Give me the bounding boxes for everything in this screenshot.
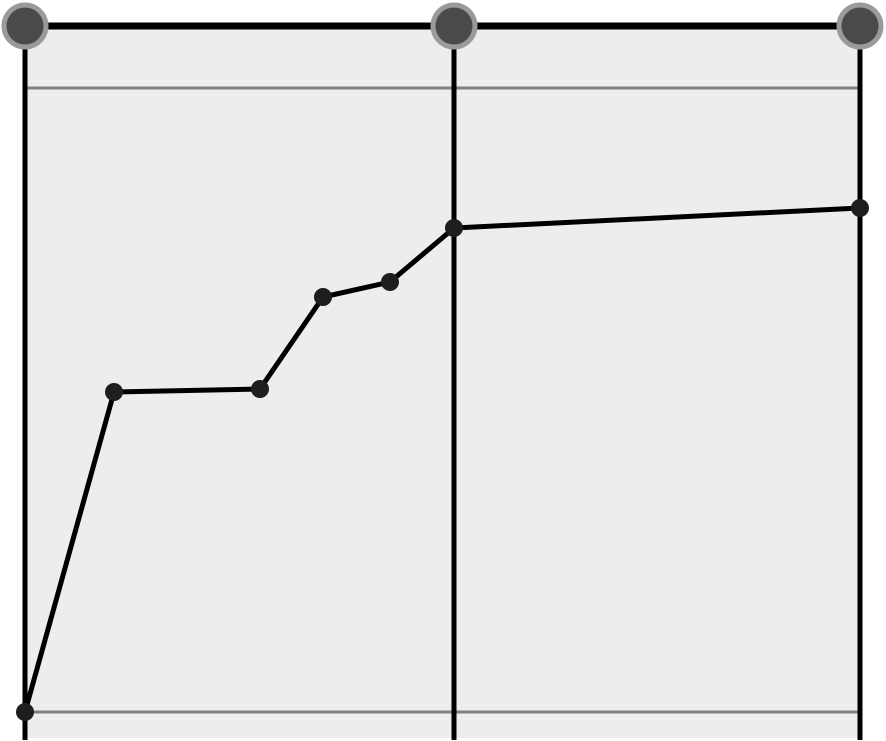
segment-panel-right: [454, 26, 860, 738]
curve-point: [16, 703, 34, 721]
curve-point: [105, 383, 123, 401]
curve-point: [445, 219, 463, 237]
knot-right: [836, 2, 884, 50]
curve-point: [851, 199, 869, 217]
knot-left: [1, 2, 49, 50]
knot-middle: [430, 2, 478, 50]
curve-point: [251, 380, 269, 398]
segment-panel-left: [25, 26, 454, 738]
curve-point: [381, 273, 399, 291]
curve-point: [314, 288, 332, 306]
